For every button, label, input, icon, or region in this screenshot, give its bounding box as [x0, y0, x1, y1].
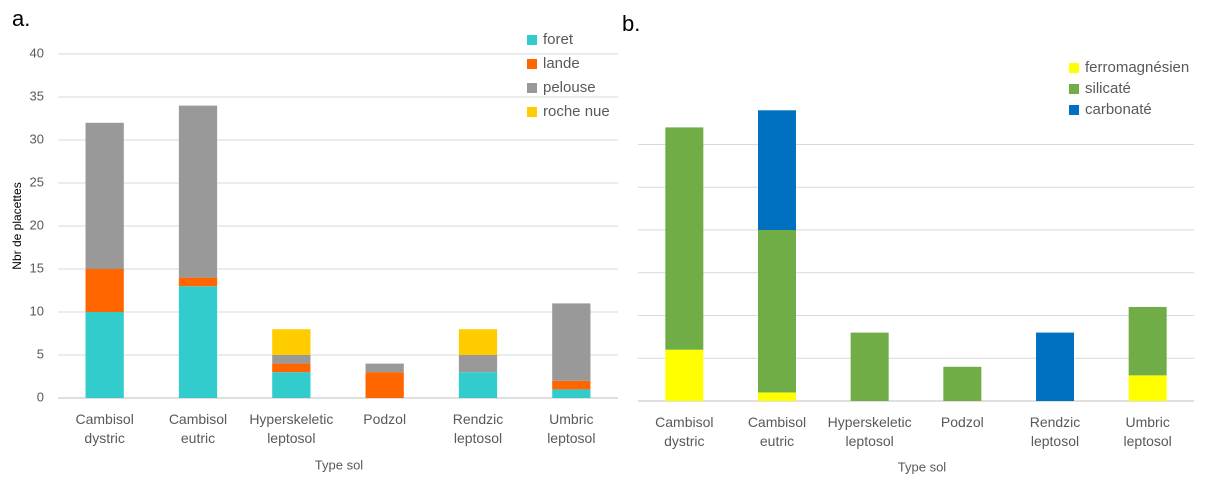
x-tick-label: Umbric leptosol — [547, 411, 596, 446]
y-tick-label: 35 — [30, 88, 44, 103]
bar-segment — [758, 230, 796, 393]
x-tick-label: Cambisol dystric — [75, 411, 134, 446]
x-tick-label: Podzol — [363, 411, 407, 427]
legend-swatch — [527, 107, 537, 117]
y-tick-label: 40 — [30, 45, 44, 60]
bar-segment — [272, 372, 311, 398]
bar-segment — [365, 363, 404, 373]
legend-swatch — [527, 35, 537, 45]
x-tick-label: Cambisol dystric — [655, 414, 714, 449]
legend-swatch — [1069, 63, 1079, 73]
legend-label: ferromagnésien — [1085, 59, 1189, 76]
x-tick-label: Hyperskeletic leptosol — [827, 414, 912, 449]
bar-segment — [458, 372, 498, 398]
y-tick-label: 5 — [37, 346, 44, 361]
bar-segment — [665, 127, 704, 350]
legend-swatch — [1069, 84, 1079, 94]
bar-segment — [178, 105, 218, 278]
bar-segment — [458, 329, 498, 355]
bar-segment — [758, 392, 796, 401]
bar-segment — [1036, 332, 1074, 401]
bar-segment — [943, 366, 982, 401]
x-tick-label: Cambisol eutric — [747, 414, 807, 449]
bar-segment — [85, 269, 124, 312]
x-tick-label: Hyperskeletic leptosol — [249, 411, 334, 446]
legend-label: foret — [543, 31, 574, 48]
bar-segment — [665, 349, 704, 401]
bar-segment — [552, 389, 591, 398]
bar-segment — [272, 329, 311, 355]
y-tick-label: 15 — [30, 260, 44, 275]
panel-label: b. — [622, 11, 640, 36]
bar-segment — [552, 380, 591, 390]
x-tick-label: Rendzic leptosol — [1029, 414, 1081, 449]
legend-label: lande — [543, 55, 580, 72]
x-tick-label: Umbric leptosol — [1123, 414, 1172, 449]
y-axis-label: Nbr de placettes — [10, 182, 24, 269]
bar-segment — [458, 355, 498, 373]
bar-segment — [178, 286, 218, 398]
bar-segment — [272, 363, 311, 373]
y-tick-label: 30 — [30, 131, 44, 146]
x-axis-label: Type sol — [898, 459, 947, 474]
legend-label: carbonaté — [1085, 101, 1152, 118]
bar-segment — [552, 303, 591, 381]
bar-segment — [178, 277, 218, 287]
legend-label: roche nue — [543, 103, 610, 120]
y-tick-label: 10 — [30, 303, 44, 318]
legend-label: silicaté — [1085, 80, 1131, 97]
y-tick-label: 20 — [30, 217, 44, 232]
bar-segment — [365, 372, 404, 398]
bar-segment — [758, 110, 796, 230]
legend-swatch — [527, 83, 537, 93]
y-tick-label: 0 — [37, 389, 44, 404]
legend-swatch — [1069, 105, 1079, 115]
bar-segment — [272, 355, 311, 364]
bar-segment — [85, 122, 124, 269]
legend-swatch — [527, 59, 537, 69]
bar-segment — [85, 312, 124, 398]
bar-segment — [850, 332, 889, 401]
x-tick-label: Rendzic leptosol — [452, 411, 504, 446]
bar-segment — [1128, 375, 1167, 401]
legend-label: pelouse — [543, 79, 596, 96]
x-tick-label: Podzol — [940, 414, 984, 430]
bar-segment — [1128, 306, 1167, 376]
panel-label: a. — [12, 6, 30, 31]
y-tick-label: 25 — [30, 174, 44, 189]
x-axis-label: Type sol — [315, 457, 364, 472]
x-tick-label: Cambisol eutric — [168, 411, 228, 446]
